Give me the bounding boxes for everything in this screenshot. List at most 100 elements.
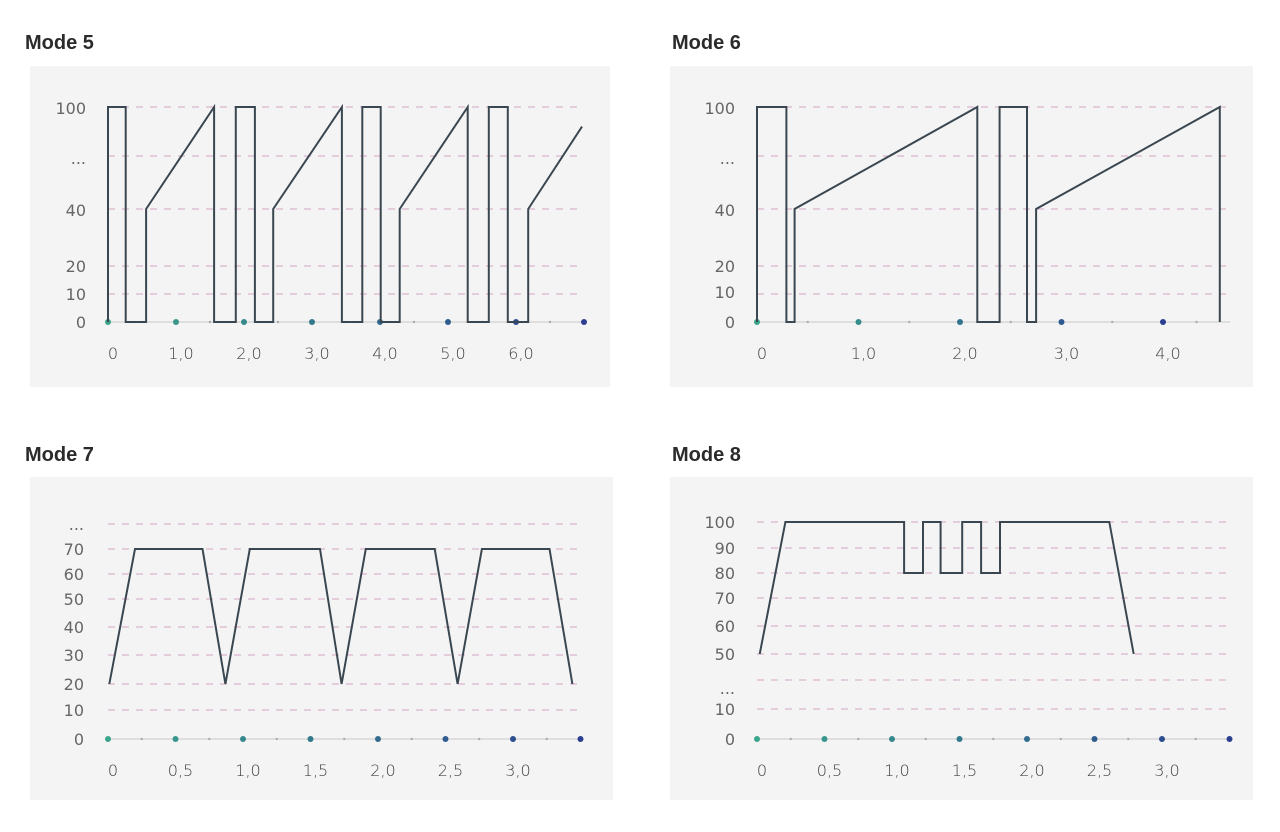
minor-tick: [140, 737, 143, 741]
y-tick-label: 20: [715, 257, 735, 276]
axis-dot: [577, 736, 584, 742]
minor-tick: [343, 737, 346, 741]
minor-tick: [1009, 320, 1012, 324]
y-tick-label: 10: [64, 701, 84, 720]
y-tick-label: 0: [725, 313, 735, 332]
y-tick-label: ...: [71, 149, 86, 168]
minor-tick: [545, 737, 548, 741]
axis-dot: [956, 736, 963, 742]
y-tick-label: 10: [66, 285, 86, 304]
axis-dot: [754, 736, 760, 742]
minor-tick: [410, 737, 413, 741]
axis-dot: [510, 736, 516, 742]
y-tick-label: 0: [74, 730, 84, 749]
x-tick-label: 1,0: [235, 761, 260, 780]
chart-panel-mode-6: [670, 66, 1253, 387]
y-tick-label: ...: [69, 515, 84, 534]
axis-dot: [1024, 736, 1030, 742]
axis-dot: [375, 736, 381, 742]
minor-tick: [412, 320, 416, 324]
series-line: [108, 548, 574, 685]
y-tick-label: 50: [64, 590, 84, 609]
x-tick-label: 0: [108, 761, 118, 780]
y-tick-label: 40: [64, 618, 84, 637]
axis-dot: [442, 736, 449, 742]
x-tick-label: 1,5: [952, 761, 977, 780]
x-tick-label: 0: [757, 761, 767, 780]
minor-tick: [478, 737, 481, 741]
axis-dot: [1091, 736, 1098, 742]
x-tick-label: 2,0: [952, 344, 977, 363]
x-tick-label: 3,0: [1054, 344, 1079, 363]
axis-dot: [855, 319, 862, 325]
axis-dot: [241, 319, 247, 325]
x-tick-label: 2,0: [236, 344, 261, 363]
x-tick-label: 1,0: [168, 344, 193, 363]
axis-dot: [1160, 319, 1166, 325]
y-tick-label: 50: [715, 645, 735, 664]
minor-tick: [208, 737, 211, 741]
minor-tick: [548, 320, 552, 324]
x-tick-label: 0: [108, 344, 118, 363]
minor-tick: [276, 320, 280, 324]
y-tick-label: 30: [64, 646, 84, 665]
axis-dot: [1159, 736, 1165, 742]
minor-tick: [1127, 737, 1130, 741]
y-tick-label: 60: [715, 617, 735, 636]
minor-tick: [1059, 737, 1062, 741]
y-tick-label: 60: [64, 565, 84, 584]
minor-tick: [789, 737, 792, 741]
y-tick-label: 100: [704, 99, 735, 118]
axis-dot: [821, 736, 828, 742]
x-tick-label: 2,5: [438, 761, 463, 780]
x-tick-label: 0: [757, 344, 767, 363]
y-tick-label: 10: [715, 700, 735, 719]
x-tick-label: 5,0: [440, 344, 465, 363]
minor-tick: [208, 320, 212, 324]
y-tick-label: 100: [55, 99, 86, 118]
y-tick-label: 100: [704, 513, 735, 532]
y-tick-label: 40: [715, 201, 735, 220]
minor-tick: [1194, 737, 1197, 741]
minor-tick: [806, 320, 809, 324]
y-tick-label: 20: [64, 675, 84, 694]
x-tick-label: 0,5: [817, 761, 842, 780]
series-line: [758, 521, 1135, 655]
chart-panel-mode-7: [30, 477, 613, 800]
axis-dot: [105, 736, 111, 742]
y-tick-label: 20: [66, 257, 86, 276]
chart-title-mode-6: Mode 6: [672, 32, 741, 54]
x-tick-label: 1,0: [851, 344, 876, 363]
minor-tick: [1111, 320, 1114, 324]
x-tick-label: 2,0: [370, 761, 395, 780]
axis-dot: [957, 319, 963, 325]
axis-dot: [889, 736, 895, 742]
y-tick-label: 0: [725, 730, 735, 749]
axis-dot: [445, 319, 451, 325]
x-tick-label: 4,0: [1155, 344, 1180, 363]
axis-dot: [173, 319, 179, 325]
x-tick-label: 3,0: [505, 761, 530, 780]
chart-title-mode-8: Mode 8: [672, 444, 741, 466]
y-tick-label: 40: [66, 201, 86, 220]
minor-tick: [908, 320, 911, 324]
x-tick-label: 1,0: [884, 761, 909, 780]
y-tick-label: 70: [715, 589, 735, 608]
y-tick-label: 70: [64, 540, 84, 559]
axis-dot: [1226, 736, 1233, 742]
y-tick-label: 10: [715, 283, 735, 302]
x-tick-label: 1,5: [303, 761, 328, 780]
chart-title-mode-7: Mode 7: [25, 444, 94, 466]
minor-tick: [857, 737, 860, 741]
x-tick-label: 3,0: [1154, 761, 1179, 780]
x-tick-label: 6,0: [508, 344, 533, 363]
y-tick-label: ...: [720, 149, 735, 168]
axis-dot: [581, 319, 587, 325]
axis-dot: [309, 319, 315, 325]
minor-tick: [275, 737, 278, 741]
axis-dot: [1058, 319, 1065, 325]
chart-title-mode-5: Mode 5: [25, 32, 94, 54]
minor-tick: [1195, 320, 1198, 324]
minor-tick: [924, 737, 927, 741]
